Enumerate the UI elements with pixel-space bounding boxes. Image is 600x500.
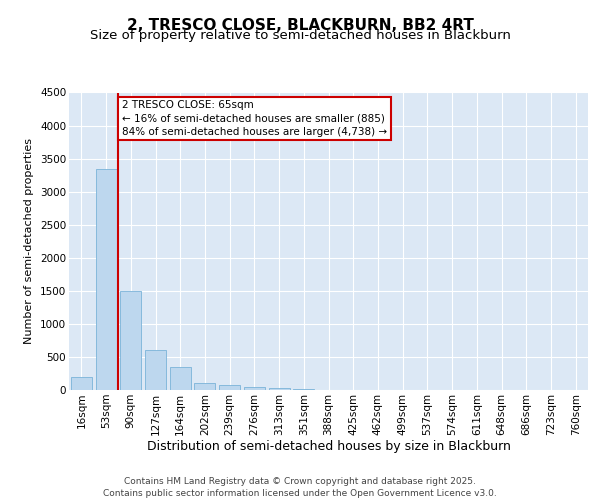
- Text: Size of property relative to semi-detached houses in Blackburn: Size of property relative to semi-detach…: [89, 29, 511, 42]
- Bar: [145, 350, 166, 390]
- Bar: [269, 388, 290, 390]
- Bar: [120, 291, 141, 390]
- Bar: [71, 377, 92, 390]
- Y-axis label: Number of semi-detached properties: Number of semi-detached properties: [25, 138, 34, 344]
- Bar: [219, 385, 240, 390]
- Bar: [170, 367, 191, 390]
- Text: Contains HM Land Registry data © Crown copyright and database right 2025.
Contai: Contains HM Land Registry data © Crown c…: [103, 476, 497, 498]
- Bar: [194, 384, 215, 390]
- Text: 2, TRESCO CLOSE, BLACKBURN, BB2 4RT: 2, TRESCO CLOSE, BLACKBURN, BB2 4RT: [127, 18, 473, 32]
- X-axis label: Distribution of semi-detached houses by size in Blackburn: Distribution of semi-detached houses by …: [146, 440, 511, 454]
- Text: 2 TRESCO CLOSE: 65sqm
← 16% of semi-detached houses are smaller (885)
84% of sem: 2 TRESCO CLOSE: 65sqm ← 16% of semi-deta…: [122, 100, 387, 137]
- Bar: [293, 388, 314, 390]
- Bar: [244, 386, 265, 390]
- Bar: [95, 168, 116, 390]
